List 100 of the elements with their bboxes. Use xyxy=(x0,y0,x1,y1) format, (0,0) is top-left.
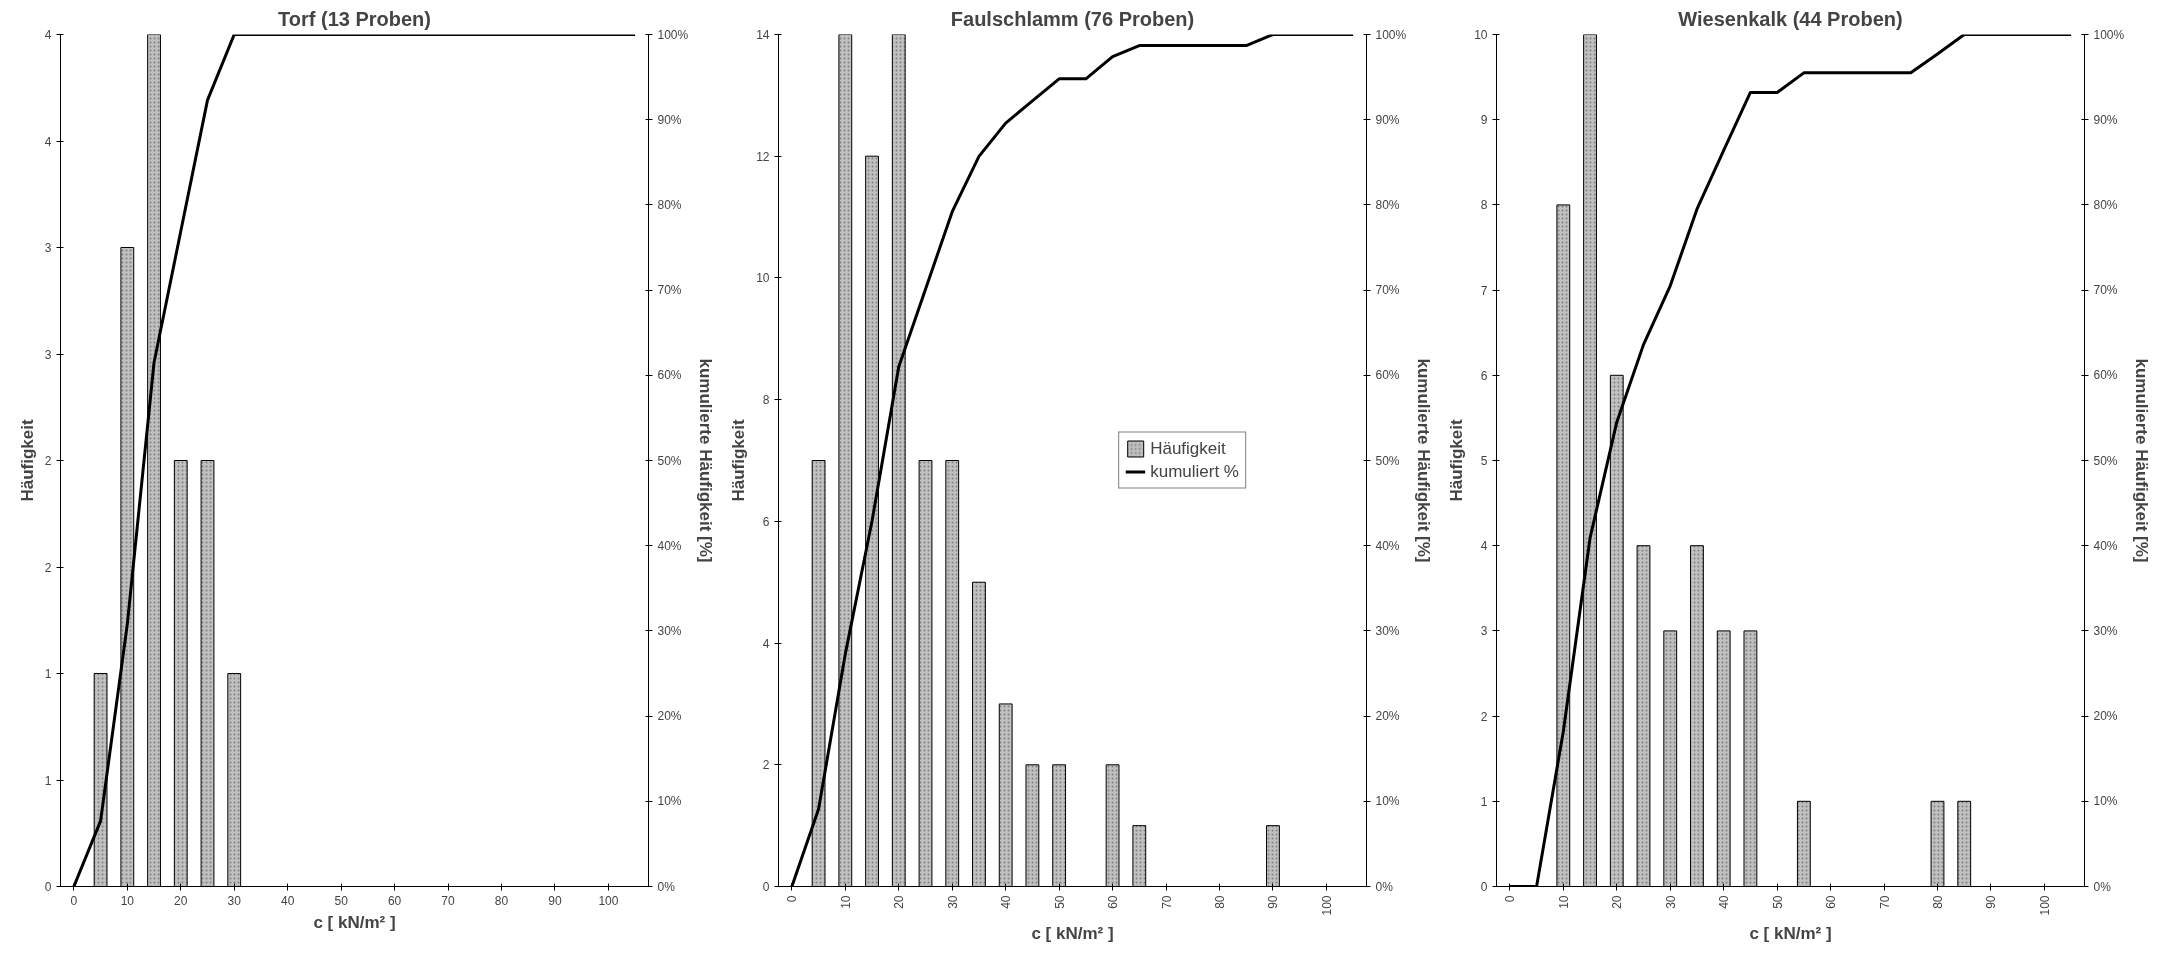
x-tick-label: 50 xyxy=(334,893,349,908)
y2-tick-label: 80% xyxy=(2093,197,2118,212)
y2-tick-label: 100% xyxy=(2093,27,2125,42)
x-axis-title: c [ kN/m² ] xyxy=(1031,923,1114,943)
x-tick-label: 30 xyxy=(227,893,242,908)
y-tick-label: 7 xyxy=(1480,283,1488,298)
y-tick-label: 3 xyxy=(44,241,52,255)
y-tick-label: 9 xyxy=(1480,113,1488,128)
chart-title: Faulschlamm (76 Proben) xyxy=(950,7,1195,30)
y-tick-label: 0 xyxy=(1480,880,1488,894)
x-tick-label: 80 xyxy=(1931,895,1945,909)
y2-tick-label: 60% xyxy=(1375,368,1400,383)
y2-tick-label: 80% xyxy=(657,197,682,212)
y-tick-label: 1 xyxy=(1480,794,1488,809)
x-tick-label: 80 xyxy=(494,893,509,908)
y2-tick-label: 70% xyxy=(657,283,682,298)
y-tick-label: 2 xyxy=(44,560,52,575)
y-tick-label: 2 xyxy=(762,758,770,773)
y-tick-label: 0 xyxy=(44,880,52,894)
x-tick-label: 10 xyxy=(838,895,853,909)
y2-tick-label: 20% xyxy=(657,709,682,724)
x-tick-label: 60 xyxy=(1106,895,1121,909)
x-tick-label: 90 xyxy=(1984,895,1999,909)
y2-tick-label: 10% xyxy=(2093,794,2118,809)
chart-title: Torf (13 Proben) xyxy=(278,7,431,30)
y2-tick-label: 10% xyxy=(1375,794,1400,809)
y-tick-label: 4 xyxy=(44,134,52,149)
y2-tick-label: 100% xyxy=(657,27,689,42)
y2-tick-label: 60% xyxy=(657,368,682,383)
y-tick-label: 3 xyxy=(1480,624,1488,639)
x-tick-label: 90 xyxy=(1266,895,1281,909)
y-tick-label: 0 xyxy=(762,880,770,894)
x-tick-label: 70 xyxy=(441,893,456,908)
x-tick-label: 70 xyxy=(1159,895,1174,909)
y2-tick-label: 20% xyxy=(1375,709,1400,724)
x-tick-label: 60 xyxy=(1824,895,1839,909)
y-tick-label: 2 xyxy=(44,454,52,468)
y2-tick-label: 50% xyxy=(657,453,682,468)
y-tick-label: 2 xyxy=(1480,709,1488,724)
y2-tick-label: 40% xyxy=(2093,538,2118,553)
y2-tick-label: 30% xyxy=(2093,623,2118,638)
y-tick-label: 8 xyxy=(762,393,770,408)
x-tick-label: 40 xyxy=(1717,895,1732,909)
x-tick-label: 100 xyxy=(1319,895,1334,916)
x-tick-label: 30 xyxy=(945,895,960,909)
y2-tick-label: 40% xyxy=(1375,538,1400,553)
y-tick-label: 10 xyxy=(1474,28,1488,42)
x-tick-label: 50 xyxy=(1052,895,1067,909)
y2-axis-title: kumulierte Häufigkeit [%] xyxy=(1414,358,1434,563)
y2-tick-label: 50% xyxy=(1375,453,1400,468)
y2-tick-label: 70% xyxy=(1375,283,1400,298)
y2-axis-title: kumulierte Häufigkeit [%] xyxy=(2132,358,2152,563)
y2-tick-label: 0% xyxy=(1375,879,1394,894)
x-axis-title: c [ kN/m² ] xyxy=(313,912,396,932)
y2-tick-label: 70% xyxy=(2093,283,2118,298)
x-tick-label: 20 xyxy=(1610,895,1625,909)
y2-tick-label: 60% xyxy=(2093,368,2118,383)
legend-label: Häufigkeit xyxy=(1150,438,1226,459)
y2-tick-label: 20% xyxy=(2093,709,2118,724)
y2-tick-label: 30% xyxy=(1375,623,1400,638)
y2-tick-label: 90% xyxy=(2093,112,2118,127)
x-tick-label: 100 xyxy=(598,893,619,908)
y-axis-title: Häufigkeit xyxy=(1447,419,1467,502)
x-tick-label: 20 xyxy=(892,895,907,909)
y2-tick-label: 80% xyxy=(1375,197,1400,212)
x-tick-label: 70 xyxy=(1877,895,1892,909)
x-tick-label: 30 xyxy=(1663,895,1678,909)
y2-tick-label: 10% xyxy=(657,794,682,809)
y2-axis-title: kumulierte Häufigkeit [%] xyxy=(696,358,716,563)
y2-tick-label: 0% xyxy=(657,879,676,894)
x-tick-label: 40 xyxy=(281,893,295,908)
x-tick-label: 0 xyxy=(1503,895,1518,903)
x-tick-label: 10 xyxy=(120,893,135,908)
x-tick-label: 60 xyxy=(387,893,402,908)
y-tick-label: 1 xyxy=(44,773,52,788)
y2-tick-label: 30% xyxy=(657,623,682,638)
y-axis-title: Häufigkeit xyxy=(729,419,749,502)
x-tick-label: 90 xyxy=(548,893,562,908)
y-tick-label: 14 xyxy=(756,28,770,42)
y2-tick-label: 90% xyxy=(657,112,682,127)
chart-title: Wiesenkalk (44 Proben) xyxy=(1678,7,1903,30)
y-axis-title: Häufigkeit xyxy=(17,419,37,502)
x-axis-title: c [ kN/m² ] xyxy=(1749,923,1832,943)
x-tick-label: 50 xyxy=(1770,895,1785,909)
x-tick-label: 100 xyxy=(2037,895,2052,916)
y-tick-label: 6 xyxy=(762,514,770,529)
y-tick-label: 4 xyxy=(44,28,52,42)
x-tick-label: 10 xyxy=(1556,895,1571,909)
y2-tick-label: 90% xyxy=(1375,112,1400,127)
y-tick-label: 3 xyxy=(44,347,52,362)
x-tick-label: 80 xyxy=(1213,895,1227,909)
y-tick-label: 4 xyxy=(1480,539,1488,554)
y-tick-label: 5 xyxy=(1480,454,1488,468)
y2-tick-label: 0% xyxy=(2093,879,2112,894)
y-tick-label: 6 xyxy=(1480,368,1488,383)
legend-label: kumuliert % xyxy=(1150,461,1239,482)
y2-tick-label: 50% xyxy=(2093,453,2118,468)
x-tick-label: 20 xyxy=(174,893,188,908)
x-tick-label: 0 xyxy=(70,893,78,908)
y-tick-label: 12 xyxy=(756,149,770,164)
